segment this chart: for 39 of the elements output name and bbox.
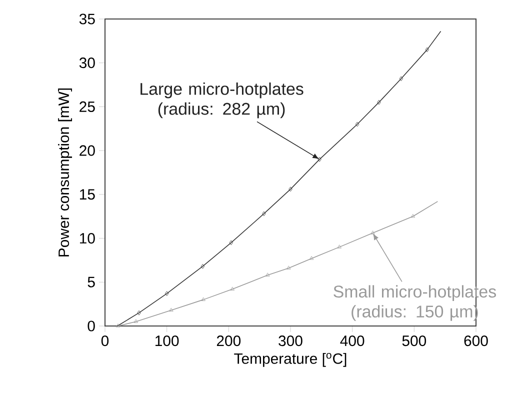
y-tick-label: 0 bbox=[88, 320, 95, 332]
point bbox=[377, 100, 381, 105]
x-tick-label: 200 bbox=[216, 336, 241, 346]
point bbox=[425, 47, 429, 52]
point bbox=[229, 240, 233, 246]
point bbox=[399, 76, 404, 82]
point bbox=[309, 256, 314, 260]
y-tick-label: 35 bbox=[79, 14, 95, 24]
x-tick-label: 300 bbox=[278, 336, 302, 346]
x-tick-label: 100 bbox=[156, 336, 179, 346]
x-tick-label: 600 bbox=[464, 336, 488, 346]
point bbox=[318, 156, 322, 162]
point bbox=[355, 122, 360, 127]
point bbox=[370, 230, 375, 234]
point bbox=[134, 319, 138, 323]
point bbox=[201, 297, 206, 301]
point bbox=[169, 308, 174, 312]
point bbox=[337, 244, 342, 248]
y-tick-label: 5 bbox=[88, 276, 95, 288]
y-tick-label: 15 bbox=[80, 189, 95, 200]
y-tick-label: 10 bbox=[80, 232, 95, 244]
y-tick-label: 20 bbox=[80, 145, 95, 156]
y-tick-label: 25 bbox=[80, 101, 95, 112]
point bbox=[137, 310, 141, 316]
y-tick-label: 30 bbox=[79, 58, 95, 68]
point bbox=[266, 272, 270, 276]
point bbox=[286, 266, 291, 270]
point bbox=[200, 264, 205, 269]
x-tick-label: 500 bbox=[402, 336, 426, 346]
point bbox=[262, 211, 266, 216]
x-axis-title: Temperature [$^{o}$C] bbox=[234, 352, 346, 367]
x-tick-label: 0 bbox=[101, 336, 109, 346]
x-tick-label: 400 bbox=[340, 336, 364, 346]
annotation: Large micro-hotplates (radius: 282 µm) bbox=[140, 82, 304, 118]
point bbox=[230, 286, 234, 290]
y-axis-title: Power consumption [mW] bbox=[58, 88, 72, 256]
point bbox=[288, 186, 292, 192]
point bbox=[164, 291, 169, 296]
point bbox=[410, 214, 416, 218]
